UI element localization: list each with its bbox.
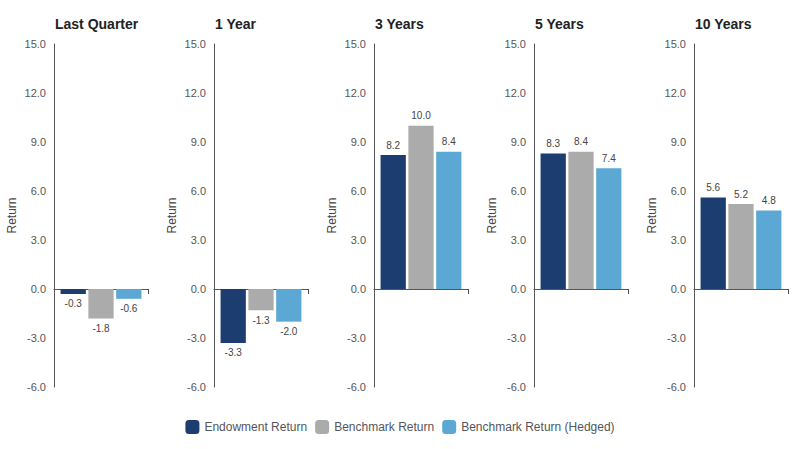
svg-text:12.0: 12.0 [505,87,526,99]
svg-text:9.0: 9.0 [511,136,526,148]
svg-text:15.0: 15.0 [25,38,46,50]
svg-text:5 Years: 5 Years [535,16,584,32]
svg-text:12.0: 12.0 [25,87,46,99]
svg-text:6.0: 6.0 [191,185,206,197]
svg-text:8.2: 8.2 [386,140,400,151]
svg-text:8.4: 8.4 [442,136,456,147]
svg-text:Return: Return [645,197,659,233]
svg-text:-6.0: -6.0 [187,381,206,393]
svg-text:15.0: 15.0 [505,38,526,50]
svg-text:-0.3: -0.3 [65,298,83,309]
svg-text:6.0: 6.0 [511,185,526,197]
svg-text:10.0: 10.0 [411,110,431,121]
svg-text:15.0: 15.0 [185,38,206,50]
svg-text:Benchmark Return: Benchmark Return [334,420,434,434]
svg-text:3.0: 3.0 [31,234,46,246]
svg-text:10 Years: 10 Years [695,16,752,32]
svg-text:Last Quarter: Last Quarter [55,16,139,32]
svg-text:-3.0: -3.0 [507,332,526,344]
svg-text:3.0: 3.0 [511,234,526,246]
svg-text:9.0: 9.0 [671,136,686,148]
svg-text:0.0: 0.0 [191,283,206,295]
svg-text:8.4: 8.4 [574,136,588,147]
svg-text:3.0: 3.0 [191,234,206,246]
svg-text:3 Years: 3 Years [375,16,424,32]
svg-text:-1.3: -1.3 [252,315,270,326]
svg-text:Benchmark Return (Hedged): Benchmark Return (Hedged) [461,420,614,434]
svg-text:Return: Return [485,197,499,233]
svg-text:9.0: 9.0 [31,136,46,148]
svg-text:6.0: 6.0 [671,185,686,197]
svg-text:Return: Return [5,197,19,233]
svg-text:4.8: 4.8 [762,195,776,206]
svg-text:-0.6: -0.6 [120,303,138,314]
svg-text:12.0: 12.0 [185,87,206,99]
svg-text:-1.8: -1.8 [92,323,110,334]
svg-text:Return: Return [325,197,339,233]
svg-text:15.0: 15.0 [665,38,686,50]
svg-text:1 Year: 1 Year [215,16,257,32]
svg-text:-6.0: -6.0 [27,381,46,393]
svg-text:0.0: 0.0 [671,283,686,295]
svg-text:-2.0: -2.0 [280,326,298,337]
svg-text:-6.0: -6.0 [347,381,366,393]
svg-text:-3.0: -3.0 [27,332,46,344]
svg-text:Return: Return [165,197,179,233]
svg-text:3.0: 3.0 [671,234,686,246]
svg-text:-6.0: -6.0 [667,381,686,393]
svg-text:6.0: 6.0 [31,185,46,197]
svg-text:8.3: 8.3 [546,138,560,149]
svg-text:-3.0: -3.0 [187,332,206,344]
svg-text:Endowment Return: Endowment Return [204,420,307,434]
svg-text:9.0: 9.0 [351,136,366,148]
svg-text:5.2: 5.2 [734,189,748,200]
svg-text:3.0: 3.0 [351,234,366,246]
svg-text:0.0: 0.0 [31,283,46,295]
svg-text:6.0: 6.0 [351,185,366,197]
svg-text:12.0: 12.0 [345,87,366,99]
svg-text:9.0: 9.0 [191,136,206,148]
svg-text:7.4: 7.4 [602,153,616,164]
svg-text:-3.0: -3.0 [347,332,366,344]
svg-text:5.6: 5.6 [706,182,720,193]
svg-text:-3.0: -3.0 [667,332,686,344]
svg-text:-6.0: -6.0 [507,381,526,393]
svg-text:0.0: 0.0 [351,283,366,295]
svg-text:15.0: 15.0 [345,38,366,50]
svg-text:0.0: 0.0 [511,283,526,295]
svg-text:-3.3: -3.3 [225,347,243,358]
svg-text:12.0: 12.0 [665,87,686,99]
